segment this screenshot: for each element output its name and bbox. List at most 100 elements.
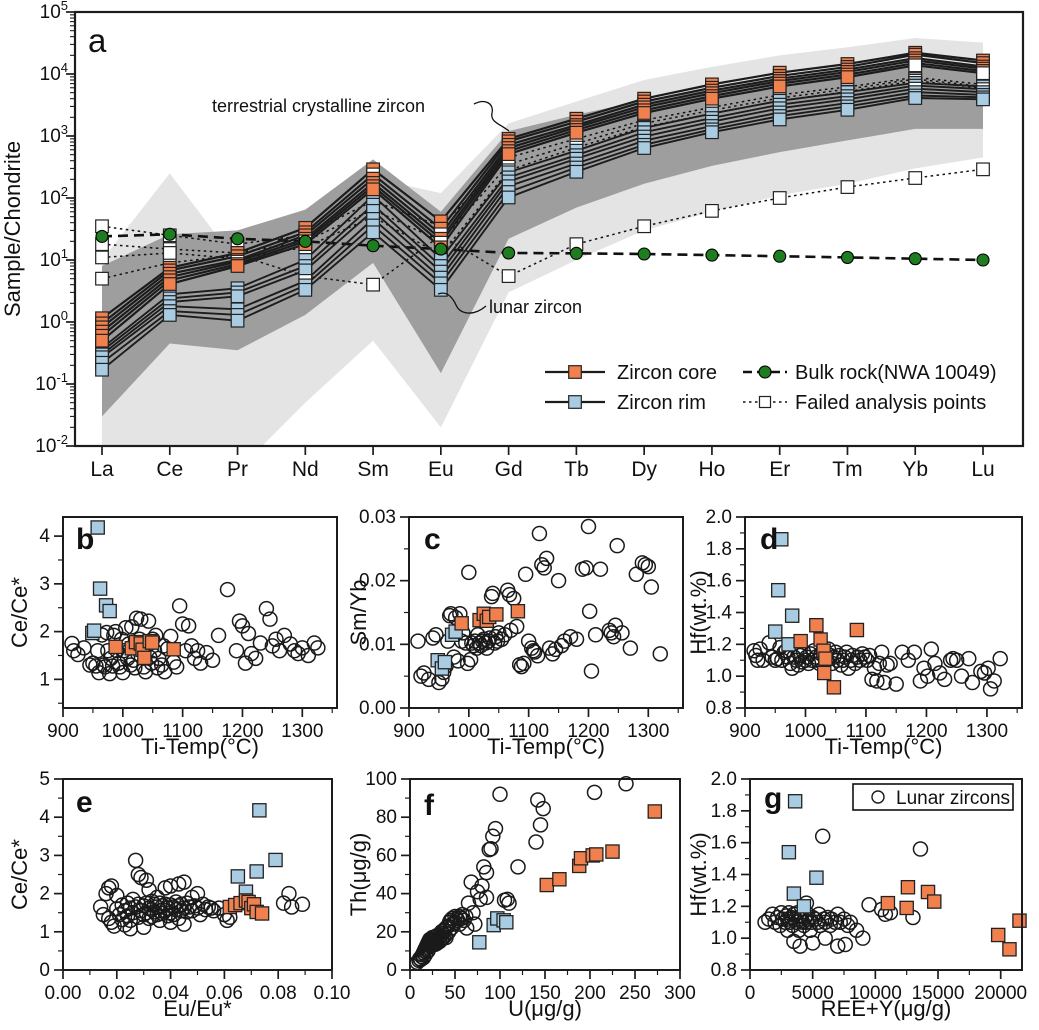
svg-text:80: 80 <box>376 807 397 828</box>
svg-text:Sample/Chondrite: Sample/Chondrite <box>0 141 25 317</box>
svg-text:Tm: Tm <box>832 458 862 481</box>
svg-text:c: c <box>424 523 441 556</box>
svg-text:0: 0 <box>39 960 50 981</box>
panel-c-chart: 900 1000 1100 1200 1300 0.00 0.01 0.02 0.03 Ti-Te… <box>346 507 684 759</box>
svg-text:0.8: 0.8 <box>706 698 732 719</box>
svg-text:f: f <box>424 789 435 822</box>
svg-text:Lunar zircons: Lunar zircons <box>896 788 1010 809</box>
svg-text:3: 3 <box>39 574 50 595</box>
panel-f-series-zircon-rim <box>472 911 514 950</box>
svg-text:terrestrial crystalline zircon: terrestrial crystalline zircon <box>212 96 425 116</box>
ree-markers <box>95 45 990 377</box>
svg-text:Sm/Yb: Sm/Yb <box>346 579 371 645</box>
panel-e-series-zircon-core <box>222 893 270 921</box>
svg-text:d: d <box>760 523 778 556</box>
svg-text:20000: 20000 <box>974 983 1027 1004</box>
svg-text:1000: 1000 <box>448 721 490 742</box>
svg-text:1: 1 <box>39 669 50 690</box>
svg-text:U(μg/g): U(μg/g) <box>508 996 582 1021</box>
legend-item-failed-analysis-points: Failed analysis points <box>743 392 986 414</box>
svg-text:1300: 1300 <box>281 721 323 742</box>
svg-text:Ho: Ho <box>699 458 726 481</box>
svg-text:101: 101 <box>40 246 68 271</box>
svg-text:1.6: 1.6 <box>711 833 737 854</box>
svg-text:104: 104 <box>40 60 68 85</box>
svg-text:Dy: Dy <box>631 458 657 481</box>
svg-text:1100: 1100 <box>162 721 203 742</box>
panel-d-series-zircon-rim <box>767 532 800 652</box>
svg-text:Failed analysis points: Failed analysis points <box>795 392 986 414</box>
svg-text:1200: 1200 <box>905 721 947 742</box>
svg-text:60: 60 <box>376 845 397 866</box>
svg-text:Er: Er <box>769 458 790 481</box>
svg-text:Gd: Gd <box>495 458 523 481</box>
svg-text:REE+Y(μg/g): REE+Y(μg/g) <box>821 996 952 1021</box>
panel-a-ree-chart: 10-2 10-1 100 101 102 103 104 105 La Ce Pr Nd Sm Eu Gd… <box>0 0 1025 481</box>
svg-text:100: 100 <box>365 769 397 790</box>
svg-text:1.2: 1.2 <box>706 634 732 655</box>
svg-text:40: 40 <box>376 884 397 905</box>
svg-text:5: 5 <box>39 769 50 790</box>
svg-text:Hf(wt.%): Hf(wt.%) <box>686 832 711 916</box>
legend-item-bulk-rock-nwa-10049-: Bulk rock(NWA 10049) <box>743 362 997 384</box>
svg-text:250: 250 <box>619 983 651 1004</box>
svg-text:0.06: 0.06 <box>206 983 243 1004</box>
svg-text:0.08: 0.08 <box>260 983 297 1004</box>
panel-g-series-zircon-core <box>880 879 1027 957</box>
panel-f-chart: 0 50 100 150 200 250 300020406080100U(μg/g)Th(… <box>346 769 696 1021</box>
panel-d-series-zircon-core <box>793 617 865 695</box>
svg-text:1200: 1200 <box>567 721 609 742</box>
svg-text:900: 900 <box>729 721 761 742</box>
svg-text:Hf(wt.%): Hf(wt.%) <box>686 570 711 654</box>
panel-c-series-lunar-zircons <box>410 518 669 691</box>
svg-text:Ti-Temp(°C): Ti-Temp(°C) <box>487 734 605 759</box>
svg-text:a: a <box>88 22 107 59</box>
svg-text:900: 900 <box>47 721 79 742</box>
svg-text:1.4: 1.4 <box>711 865 738 886</box>
svg-text:0.01: 0.01 <box>359 634 396 655</box>
svg-text:1.8: 1.8 <box>706 539 732 560</box>
svg-text:900: 900 <box>393 721 425 742</box>
svg-text:b: b <box>76 523 94 556</box>
panel-e-series-lunar-zircons <box>92 852 311 937</box>
svg-text:Pr: Pr <box>227 458 248 481</box>
svg-text:2: 2 <box>39 622 50 643</box>
svg-text:1.6: 1.6 <box>706 571 732 592</box>
svg-text:50: 50 <box>444 983 465 1004</box>
svg-text:Zircon rim: Zircon rim <box>617 392 706 414</box>
svg-text:1200: 1200 <box>221 721 263 742</box>
legend-item-zircon-core: Zircon core <box>545 362 717 384</box>
svg-text:100: 100 <box>484 983 516 1004</box>
svg-text:2.0: 2.0 <box>706 507 732 528</box>
svg-text:Lu: Lu <box>971 458 994 481</box>
legend-item-zircon-rim: Zircon rim <box>545 392 706 414</box>
panel-g-series-zircon-rim <box>781 794 824 914</box>
panel-b-series-zircon-core <box>108 633 181 666</box>
svg-text:Eu/Eu*: Eu/Eu* <box>163 996 232 1021</box>
svg-text:Zircon core: Zircon core <box>617 362 717 384</box>
svg-text:Ce: Ce <box>156 458 183 481</box>
panel-d-chart: 900 1000 1100 1200 1300 0.8 1.0 1.2 1.4 1.6 1.8 2.0… <box>686 507 1023 759</box>
svg-text:10-1: 10-1 <box>35 370 68 395</box>
svg-text:103: 103 <box>40 122 68 147</box>
svg-text:Yb: Yb <box>902 458 928 481</box>
svg-text:1: 1 <box>39 922 50 943</box>
svg-text:1.0: 1.0 <box>706 666 732 687</box>
svg-text:Ti-Temp(°C): Ti-Temp(°C) <box>141 734 259 759</box>
panel-e-chart: 0.00 0.02 0.04 0.06 0.08 0.10 0 1 2 3 4 5 Eu/Eu* Ce/C… <box>7 769 350 1021</box>
svg-text:Ti-Temp(°C): Ti-Temp(°C) <box>825 734 943 759</box>
svg-text:0.00: 0.00 <box>359 698 396 719</box>
annotation-lunar-zircon: lunar zircon <box>437 292 582 317</box>
svg-text:150: 150 <box>529 983 561 1004</box>
svg-text:0.8: 0.8 <box>711 960 737 981</box>
svg-text:0: 0 <box>745 983 756 1004</box>
svg-text:0.03: 0.03 <box>359 507 396 528</box>
svg-text:0.10: 0.10 <box>314 983 351 1004</box>
svg-text:4: 4 <box>39 526 50 547</box>
svg-text:1300: 1300 <box>966 721 1008 742</box>
svg-text:Ce/Ce*: Ce/Ce* <box>7 839 32 910</box>
svg-text:0.00: 0.00 <box>45 983 82 1004</box>
svg-text:1100: 1100 <box>846 721 887 742</box>
svg-text:1300: 1300 <box>627 721 669 742</box>
